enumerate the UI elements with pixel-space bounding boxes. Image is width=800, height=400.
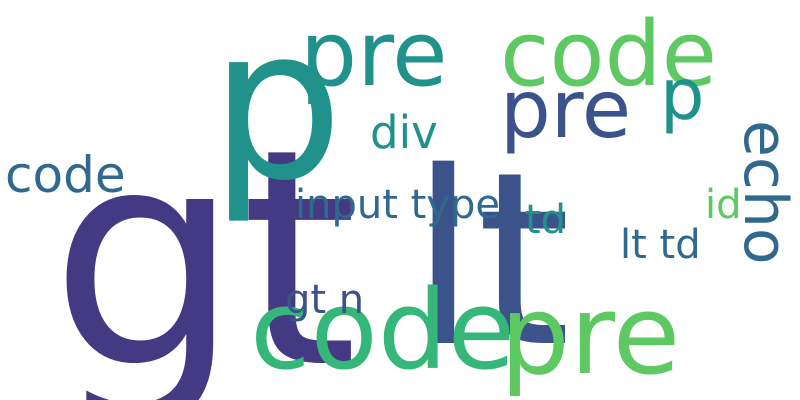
word-lt-td: lt td — [620, 222, 701, 268]
word-code: code — [5, 146, 126, 204]
word-echo: echo — [730, 120, 800, 265]
word-pre: pre — [500, 63, 632, 156]
word-gt-n: gt n — [285, 277, 365, 323]
word-code: code — [250, 266, 516, 394]
word-pre: pre — [300, 2, 448, 107]
word-div: div — [370, 106, 438, 159]
word-gt: gt — [50, 85, 359, 400]
word-td: td — [525, 197, 567, 243]
word-p: p — [660, 54, 705, 136]
word-id: id — [705, 182, 742, 228]
word-input-type: input type — [295, 182, 500, 228]
word-pre: pre — [500, 271, 681, 399]
word-p: p — [210, 0, 344, 227]
word-code: code — [500, 2, 718, 107]
word-lt: lt — [410, 120, 571, 400]
